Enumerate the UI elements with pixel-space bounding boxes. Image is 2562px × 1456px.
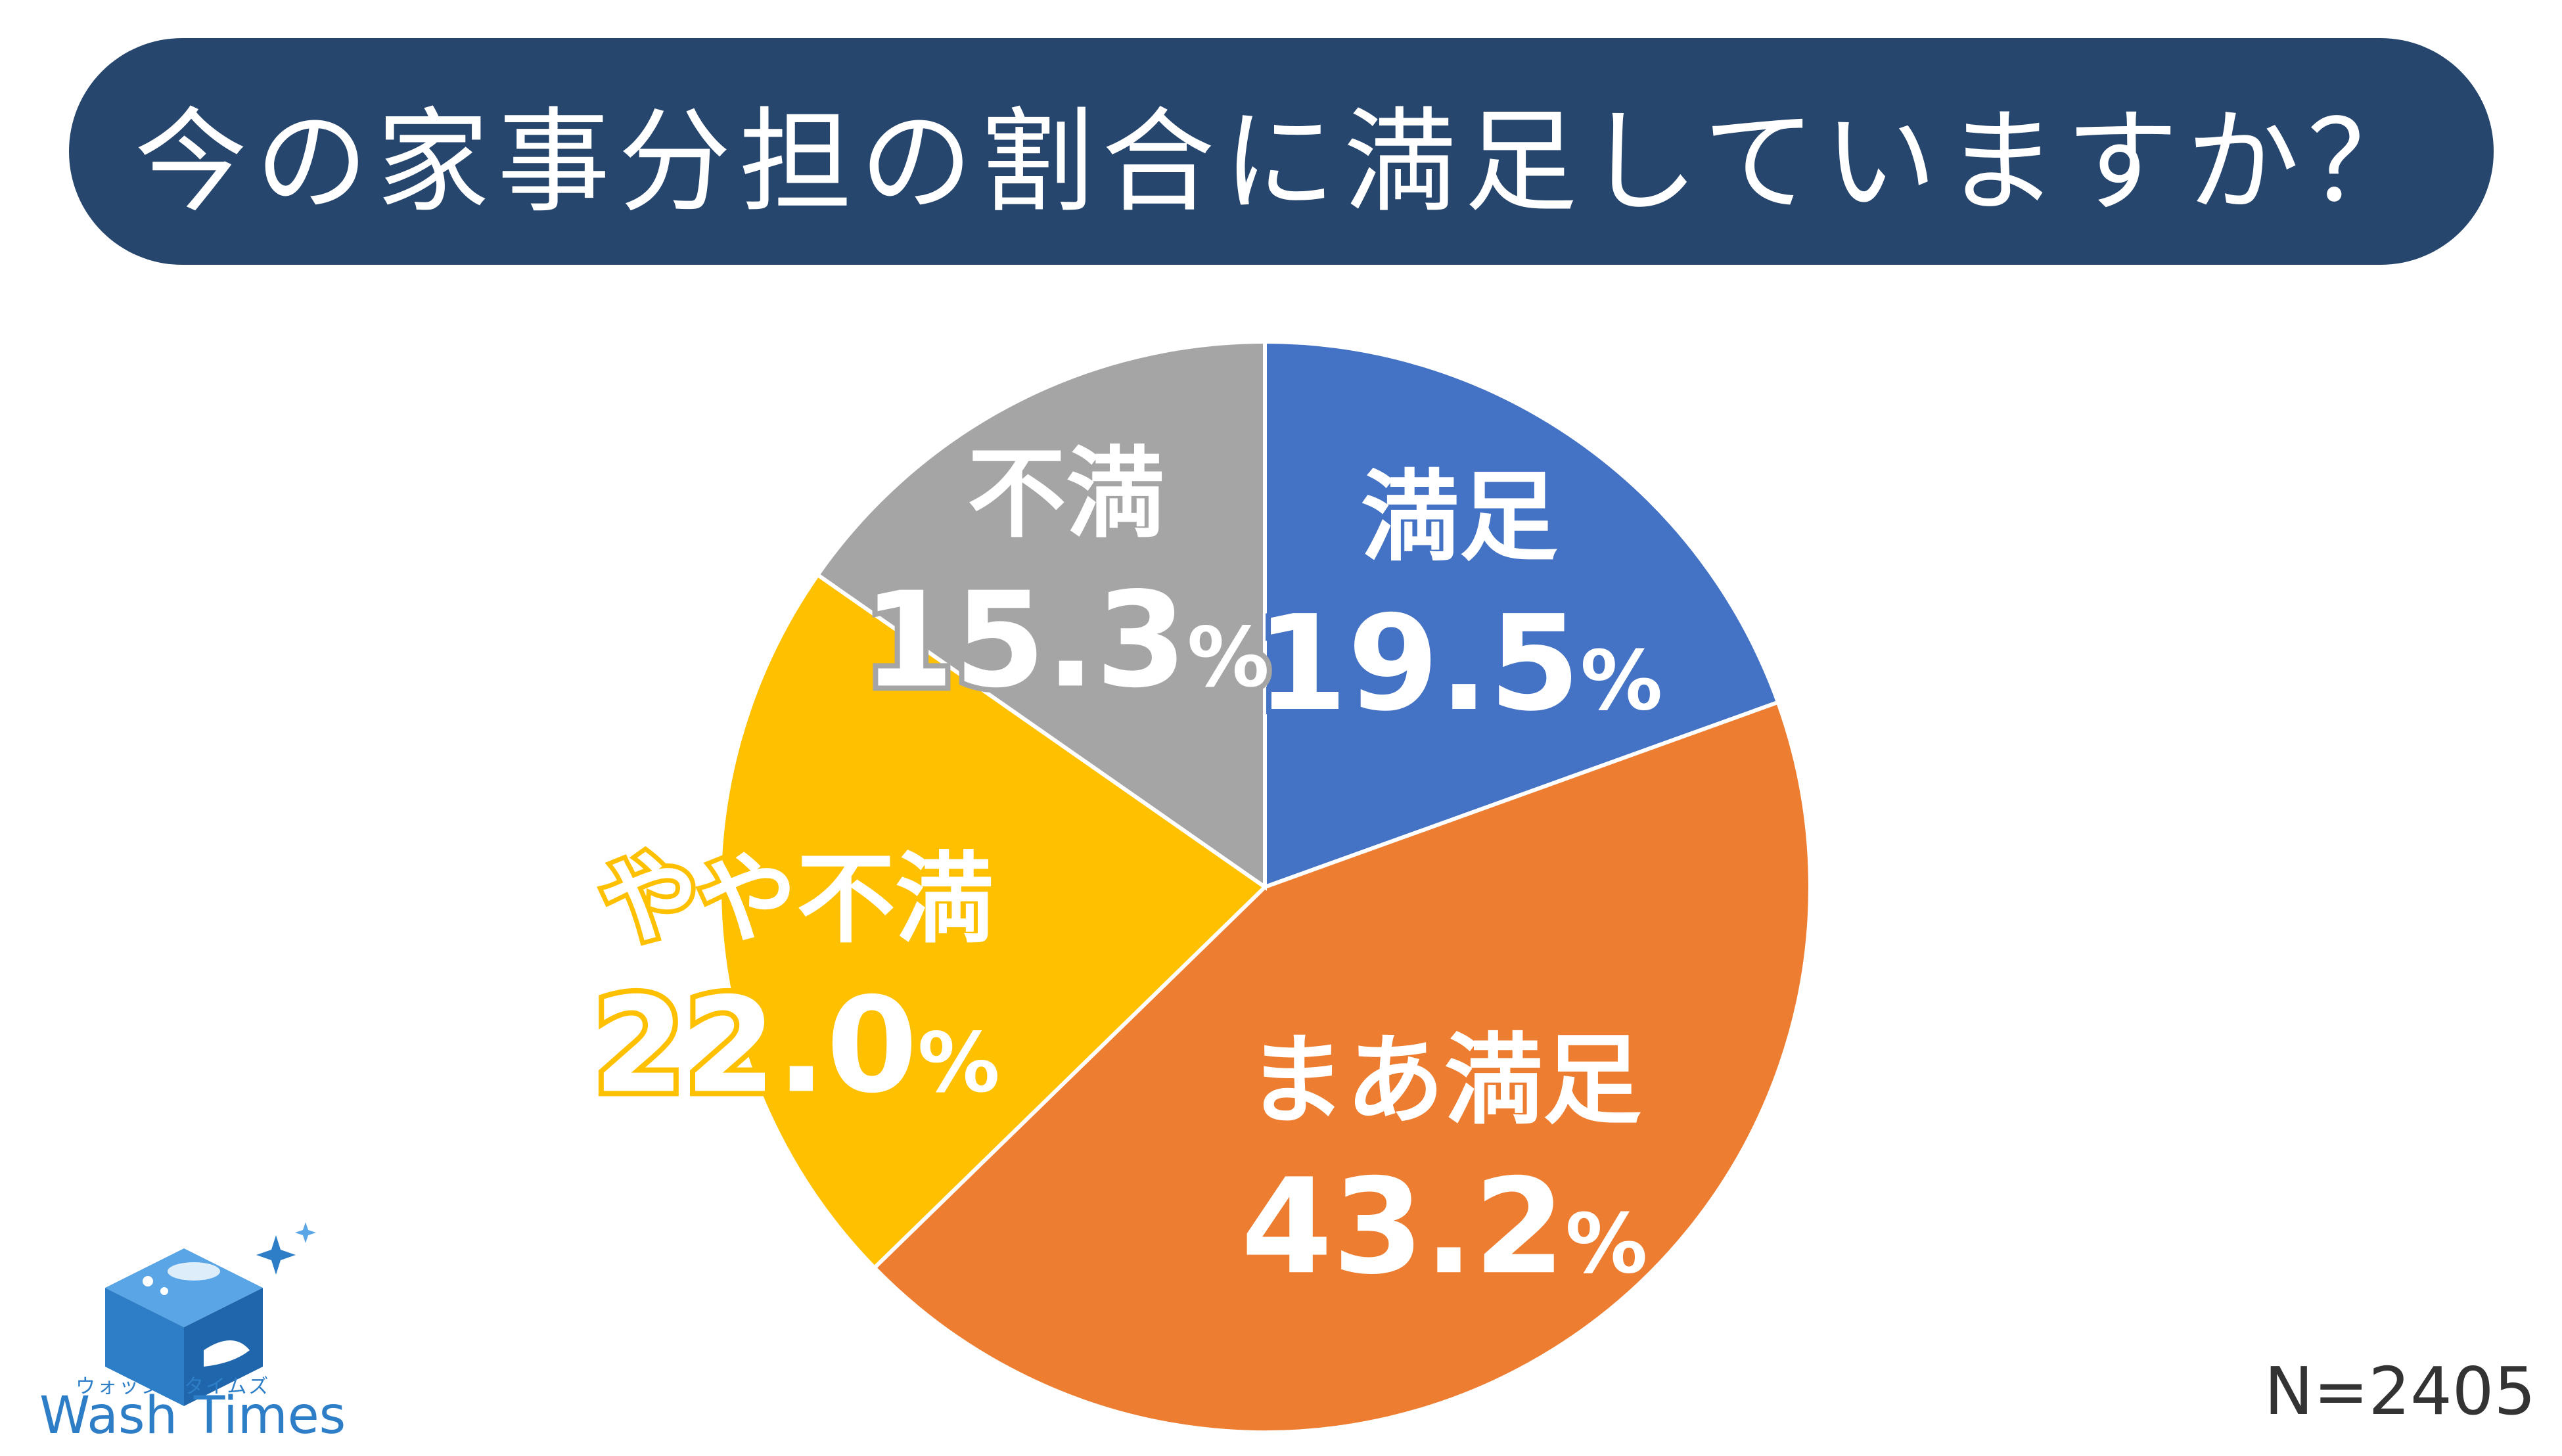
pie-slice-3 xyxy=(718,572,1268,1271)
pie-slice-1 xyxy=(1263,339,1781,890)
logo-wordmark: Wash Times xyxy=(39,1386,346,1445)
slice-label-2: まあ満足 xyxy=(1247,1024,1641,1138)
slice-label-3: やや不満 xyxy=(599,842,994,957)
pie-slices xyxy=(718,339,1812,1434)
title-banner: 今の家事分担の割合に満足していますか？ xyxy=(69,38,2494,265)
wash-times-logo-icon xyxy=(105,1222,316,1406)
slice-value-3: 22.0% xyxy=(593,969,1000,1122)
pie-slice-4 xyxy=(815,339,1267,891)
slice-label-1: 満足 xyxy=(1361,461,1558,575)
slice-value-4: 15.3% xyxy=(863,564,1270,717)
chart-title: 今の家事分担の割合に満足していますか？ xyxy=(134,95,2429,228)
pie-labels: 満足 19.5% まあ満足 43.2% やや不満 22.0% 不満 15.3% xyxy=(588,432,1668,1309)
slice-value-2: 43.2% xyxy=(1241,1150,1648,1304)
slice-value-1: 19.5% xyxy=(1256,587,1663,740)
sample-size: N=2405 xyxy=(2264,1353,2536,1430)
logo-kana: ウォッシュタイムズ xyxy=(76,1375,271,1398)
slice-label-4: 不満 xyxy=(967,437,1164,551)
pie-slice-2 xyxy=(871,700,1812,1434)
